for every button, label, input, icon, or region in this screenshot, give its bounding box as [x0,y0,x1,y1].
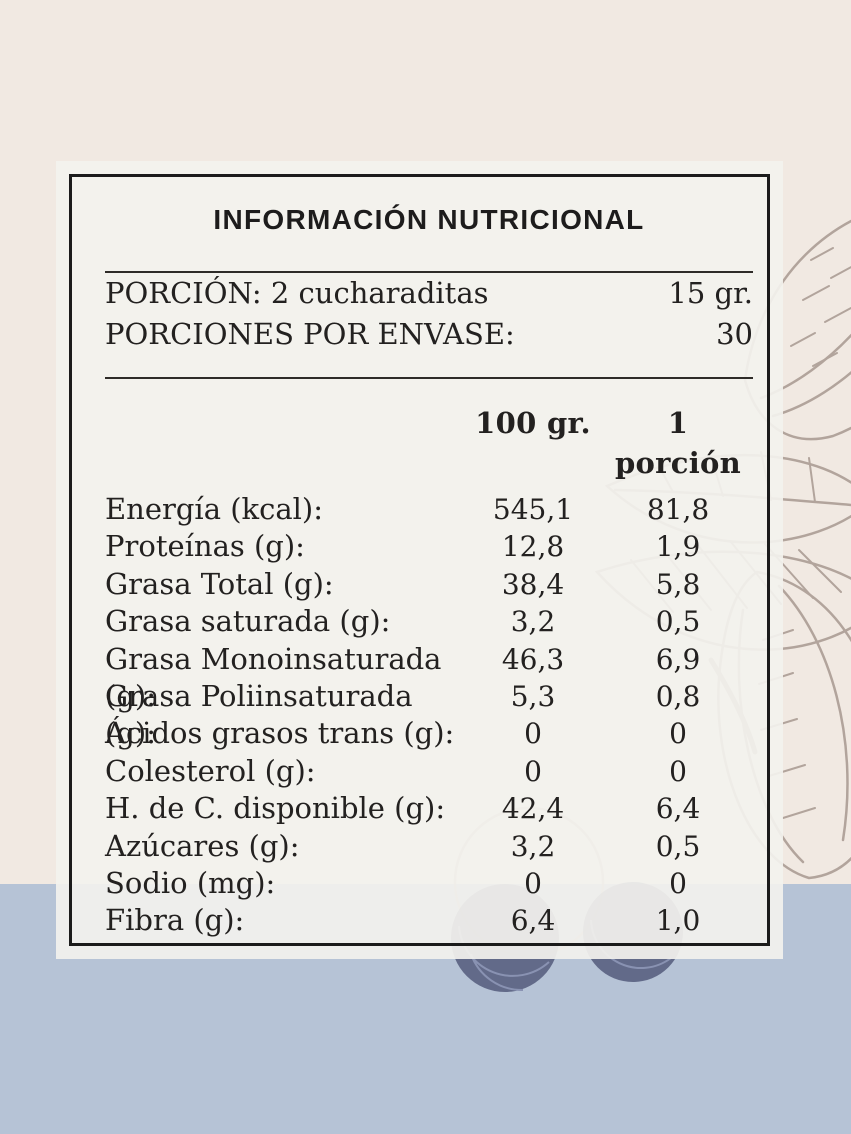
nutrient-label: Ácidos grasos trans (g): [105,716,455,751]
card-border-frame: INFORMACIÓN NUTRICIONAL PORCIÓN: 2 cucha… [69,174,770,946]
page-title: INFORMACIÓN NUTRICIONAL [213,204,645,235]
table-row: H. de C. disponible (g): 42,4 6,4 [105,790,753,827]
value-100gr: 5,3 [510,679,556,713]
value-100gr: 3,2 [510,829,556,863]
column-header-100gr: 100 gr. [475,406,591,440]
value-1porcion: 5,8 [655,567,701,601]
table-row: Sodio (mg): 0 0 [105,865,753,902]
value-1porcion: 0 [669,717,687,751]
value-1porcion: 1,0 [655,904,701,938]
servings-per-container-value: 30 [716,317,753,351]
nutrition-table: Energía (kcal): 545,1 81,8 Proteínas (g)… [105,491,753,940]
value-1porcion: 0,5 [655,605,701,639]
value-100gr: 0 [524,717,542,751]
value-100gr: 46,3 [501,642,565,676]
nutrient-label: Proteínas (g): [105,529,305,564]
value-100gr: 0 [524,866,542,900]
nutrient-label: Colesterol (g): [105,753,316,788]
table-row: Grasa Monoinsaturada (g): 46,3 6,9 [105,641,753,713]
value-100gr: 6,4 [510,904,556,938]
divider-top [105,271,753,273]
table-row: Azúcares (g): 3,2 0,5 [105,828,753,865]
portion-label: PORCIÓN: 2 cucharaditas [105,276,489,310]
value-1porcion: 1,9 [655,530,701,564]
value-100gr: 545,1 [492,493,574,526]
value-100gr: 3,2 [510,605,556,639]
table-row: Grasa saturada (g): 3,2 0,5 [105,603,753,640]
table-row: Fibra (g): 6,4 1,0 [105,902,753,939]
value-1porcion: 6,4 [655,792,701,826]
nutrient-label: Sodio (mg): [105,865,276,900]
nutrient-label: Grasa saturada (g): [105,604,391,639]
table-row: Grasa Total (g): 38,4 5,8 [105,566,753,603]
nutrient-label: Grasa Monoinsaturada (g): [105,641,442,713]
table-row: Ácidos grasos trans (g): 0 0 [105,715,753,752]
table-header-row: 100 gr. 1 porción [105,403,753,483]
nutrient-label: Grasa Poliinsaturada (g): [105,678,413,751]
value-1porcion: 81,8 [646,493,710,526]
table-row: Energía (kcal): 545,1 81,8 [105,491,753,528]
portion-row: PORCIÓN: 2 cucharaditas 15 gr. [105,273,753,314]
value-1porcion: 6,9 [655,642,701,676]
nutrient-label: Fibra (g): [105,903,245,938]
value-1porcion: 0 [669,754,687,788]
nutrient-label: Energía (kcal): [105,492,323,526]
servings-per-container-label: PORCIONES POR ENVASE: [105,317,515,351]
table-row: Proteínas (g): 12,8 1,9 [105,528,753,565]
value-100gr: 12,8 [501,530,565,564]
column-header-1porcion: 1 porción [614,406,742,480]
value-1porcion: 0,5 [655,829,701,863]
value-100gr: 0 [524,754,542,788]
servings-per-container-row: PORCIONES POR ENVASE: 30 [105,314,753,355]
divider-bottom [105,377,753,379]
portion-value: 15 gr. [668,276,753,310]
value-1porcion: 0,8 [655,679,701,713]
nutrient-label: Grasa Total (g): [105,566,334,601]
value-1porcion: 0 [669,866,687,900]
nutrient-label: Azúcares (g): [105,828,300,863]
nutrient-label: H. de C. disponible (g): [105,791,446,826]
value-100gr: 38,4 [501,567,565,601]
nutrition-card: INFORMACIÓN NUTRICIONAL PORCIÓN: 2 cucha… [56,161,783,959]
table-row: Grasa Poliinsaturada (g): 5,3 0,8 [105,678,753,750]
value-100gr: 42,4 [501,792,565,826]
table-row: Colesterol (g): 0 0 [105,753,753,790]
